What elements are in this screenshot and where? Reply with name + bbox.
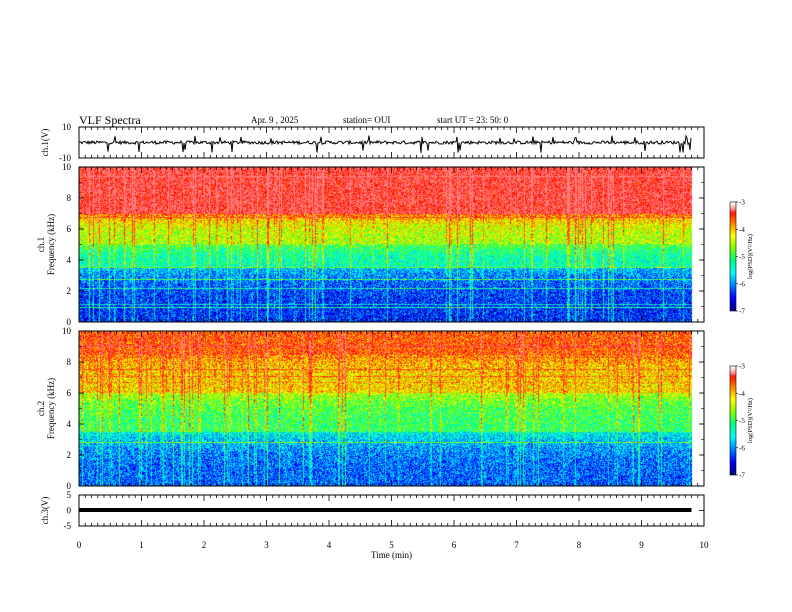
y-tick-label: 10 xyxy=(62,122,72,132)
y-tick-label: 0 xyxy=(67,317,72,327)
y-tick-label: 8 xyxy=(67,357,72,367)
x-tick-label: 4 xyxy=(327,540,332,550)
x-tick-label: 9 xyxy=(639,540,644,550)
y-tick-label: 0 xyxy=(67,506,72,516)
x-tick-label: 1 xyxy=(139,540,144,550)
ch1-spectrogram-colorbar-label: log(PSD)(V²/Hz) xyxy=(747,234,754,279)
x-axis-label: Time (min) xyxy=(371,550,412,560)
colorbar-tick-label: -5 xyxy=(739,417,745,425)
panel-3-axes xyxy=(78,330,705,487)
x-tick-label: 5 xyxy=(389,540,394,550)
y-tick-label: 4 xyxy=(67,419,72,429)
colorbar-tick-label: -3 xyxy=(739,363,745,371)
x-tick-label: 2 xyxy=(202,540,207,550)
x-tick-label: 8 xyxy=(577,540,582,550)
panel-1-axes xyxy=(78,126,705,159)
colorbar-tick-label: -6 xyxy=(739,444,745,452)
x-tick-label: 3 xyxy=(264,540,269,550)
colorbar-tick-label: -4 xyxy=(739,390,745,398)
y-tick-label: 10 xyxy=(62,326,72,336)
colorbar-tick-label: -6 xyxy=(739,280,745,288)
y-tick-label: 6 xyxy=(67,388,72,398)
colorbar-tick-label: -7 xyxy=(739,308,745,316)
date-label: Apr. 9 , 2025 xyxy=(251,115,299,125)
ch1-ylabel: ch.1(V) xyxy=(40,129,50,157)
y-tick-label: 0 xyxy=(67,481,72,491)
colorbar-tick-label: -7 xyxy=(739,472,745,480)
x-tick-label: 6 xyxy=(452,540,457,550)
x-tick-label: 0 xyxy=(77,540,82,550)
y-tick-label: 8 xyxy=(67,193,72,203)
ch1-spectrogram-image xyxy=(79,167,704,322)
y-tick-label: 6 xyxy=(67,224,72,234)
ch1-waveform-line xyxy=(78,134,692,153)
colorbar-tick-label: -4 xyxy=(739,226,745,234)
panel-2-axes xyxy=(78,166,705,323)
y-tick-label: 4 xyxy=(67,255,72,265)
y-tick-label: 2 xyxy=(67,450,72,460)
ch2-spectrogram-colorbar xyxy=(730,366,736,475)
ch2-spectrogram-image xyxy=(79,331,704,486)
y-tick-label: -10 xyxy=(59,153,71,163)
ch3-ylabel: ch.3(V) xyxy=(40,497,50,525)
ch1-spectrogram-ylabel: ch.1Frequency (kHz) xyxy=(36,214,56,275)
ch2-spectrogram-colorbar-label: log(PSD)(V²/Hz) xyxy=(747,398,754,443)
x-tick-label: 10 xyxy=(700,540,710,550)
y-tick-label: 10 xyxy=(62,162,72,172)
ch2-spectrogram-ylabel: ch.2Frequency (kHz) xyxy=(36,378,56,439)
colorbar-tick-label: -5 xyxy=(739,253,745,261)
y-tick-label: 5 xyxy=(67,490,72,500)
x-tick-label: 7 xyxy=(514,540,519,550)
start-ut-label: start UT = 23: 50: 0 xyxy=(437,115,509,125)
chart-title: VLF Spectra xyxy=(79,113,141,127)
y-tick-label: -5 xyxy=(64,521,72,531)
ch1-spectrogram-colorbar xyxy=(730,202,736,311)
station-label: station= OUI xyxy=(343,115,391,125)
colorbar-tick-label: -3 xyxy=(739,199,745,207)
y-tick-label: 2 xyxy=(67,286,72,296)
